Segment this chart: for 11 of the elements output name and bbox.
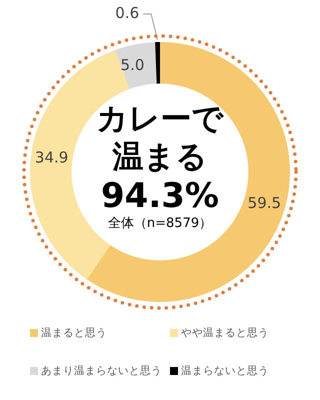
text: 全体（n=8579）	[106, 216, 214, 232]
legend-label: あまり温まらないと思う	[41, 364, 162, 378]
data-label: 59.5	[248, 194, 282, 212]
text: 94.3%	[100, 176, 220, 216]
data-label: 5.0	[120, 56, 144, 74]
text: カレーで温まる	[96, 100, 225, 176]
legend-label: 温まると思う	[41, 326, 107, 340]
data-label: 34.9	[34, 148, 68, 167]
legend-label: 温まらないと思う	[181, 364, 269, 378]
data-label: 0.6	[115, 4, 140, 22]
legend-label: やや温まると思う	[181, 326, 269, 340]
